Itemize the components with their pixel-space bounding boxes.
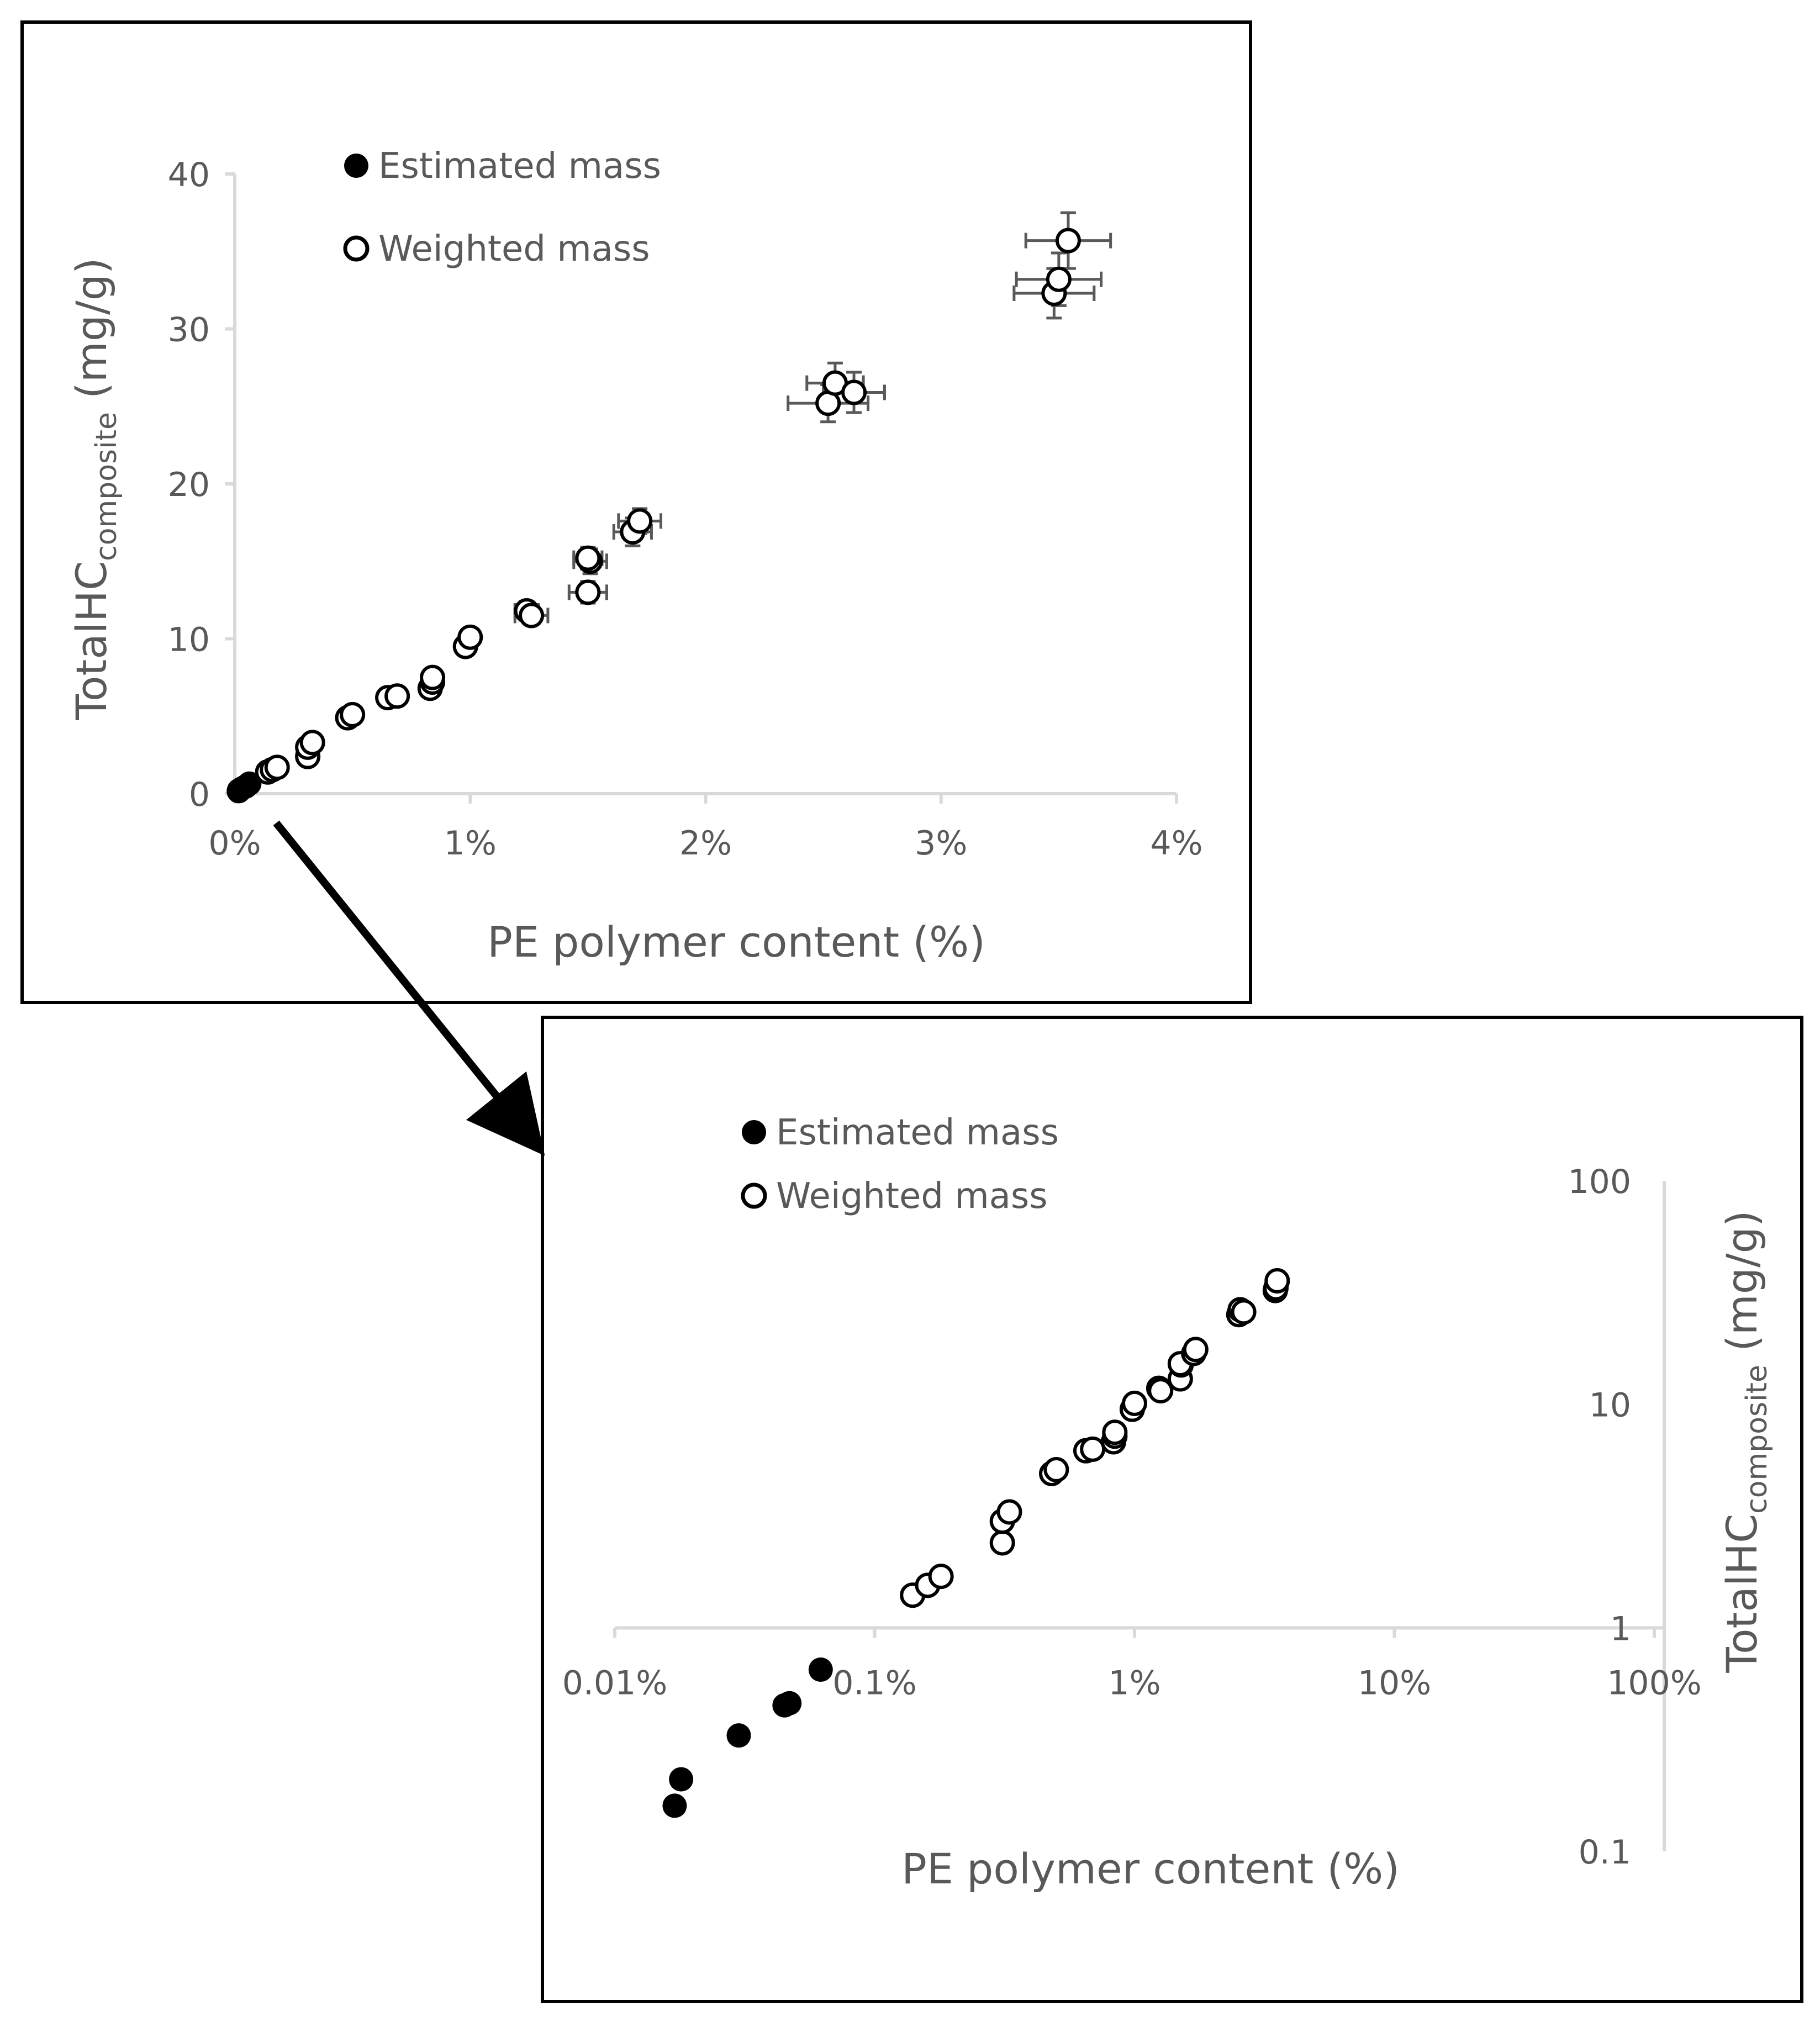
log-data-points (662, 1268, 1290, 1818)
linear-y-axis-label-unit: (mg/g) (67, 257, 116, 412)
linear-y-tick-label: 30 (168, 311, 210, 350)
weighted-mass-point (627, 508, 653, 534)
linear-y-tick-label: 10 (168, 621, 210, 659)
log-y-axis-label-subscript: composite (1740, 1365, 1774, 1514)
log-y-tick-label: 10 (1589, 1386, 1631, 1425)
log-legend-label-estimated-mass: Estimated mass (776, 1112, 1059, 1153)
log-weighted-mass-point (1043, 1457, 1069, 1483)
estimated-mass-point (237, 771, 262, 796)
log-x-tick-label: 100% (1607, 1664, 1702, 1702)
log-estimated-mass-point (662, 1793, 687, 1818)
log-chart-frame (541, 1016, 1803, 2003)
linear-x-tick-label: 2% (679, 824, 732, 863)
log-weighted-mass-point (928, 1564, 954, 1590)
weighted-mass-point (457, 624, 483, 650)
log-y-axis-label-unit: (mg/g) (1717, 1210, 1766, 1365)
log-weighted-mass-point (1183, 1337, 1209, 1363)
log-legend-marker-weighted-mass (741, 1182, 767, 1209)
weighted-mass-point (420, 664, 446, 690)
weighted-mass-point (384, 683, 410, 709)
log-legend: Estimated mass Weighted mass (741, 1112, 1059, 1217)
linear-y-tick-label: 20 (168, 466, 210, 504)
log-x-axis-label: PE polymer content (%) (901, 1844, 1400, 1893)
linear-x-tick-label: 3% (915, 824, 967, 863)
log-weighted-mass-point (996, 1499, 1022, 1525)
log-weighted-mass-point (1102, 1419, 1128, 1445)
linear-tick-labels: 0% 1% 2% 3% 4% 0 10 20 30 40 (168, 156, 1203, 863)
log-weighted-mass-point (1080, 1436, 1106, 1462)
legend-marker-estimated-mass (344, 154, 368, 178)
log-y-axis-label: TotalHCcomposite (mg/g) (1717, 1210, 1774, 1673)
log-estimated-mass-point (726, 1723, 751, 1748)
weighted-mass-point (299, 730, 325, 756)
legend-label-estimated-mass: Estimated mass (378, 146, 661, 187)
log-y-axis-label-main: TotalHC (1717, 1514, 1766, 1673)
log-x-tick-label: 0.1% (832, 1664, 916, 1702)
linear-y-tick-label: 0 (189, 775, 210, 814)
weighted-mass-point (575, 579, 601, 605)
linear-y-axis-label: TotalHCcomposite (mg/g) (67, 257, 123, 720)
log-x-tick-label: 0.01% (562, 1664, 668, 1702)
linear-error-bars (513, 211, 1112, 626)
log-weighted-mass-point (1231, 1299, 1257, 1325)
weighted-mass-point (1055, 228, 1081, 254)
log-legend-marker-estimated-mass (742, 1120, 766, 1144)
linear-x-axis-label: PE polymer content (%) (487, 917, 985, 967)
zoom-arrow (273, 820, 545, 1156)
weighted-mass-point (841, 379, 867, 405)
weighted-mass-point (264, 754, 290, 780)
weighted-mass-point (340, 701, 366, 727)
log-legend-label-weighted-mass: Weighted mass (776, 1176, 1048, 1217)
log-estimated-mass-point (808, 1657, 833, 1682)
linear-x-tick-label: 4% (1150, 824, 1202, 863)
log-y-tick-label: 100 (1568, 1163, 1631, 1201)
log-y-tick-label: 0.1 (1579, 1833, 1631, 1872)
log-estimated-mass-point (777, 1691, 802, 1715)
log-x-tick-label: 1% (1108, 1664, 1160, 1702)
log-weighted-mass-point (989, 1530, 1015, 1556)
log-weighted-mass-point (1148, 1378, 1174, 1404)
linear-chart-frame (20, 20, 1252, 1004)
linear-y-tick-label: 40 (168, 156, 210, 194)
log-weighted-mass-point (1122, 1390, 1147, 1416)
linear-x-tick-label: 0% (208, 824, 261, 863)
log-y-tick-label: 1 (1610, 1609, 1631, 1648)
log-chart-panel: 0.01% 0.1% 1% 10% 100% 0.1 1 10 100 PE polymer c… (541, 1016, 1803, 2003)
legend-label-weighted-mass: Weighted mass (378, 229, 650, 270)
legend-marker-weighted-mass (343, 235, 370, 262)
log-weighted-mass-point (1264, 1268, 1290, 1294)
log-tick-labels: 0.01% 0.1% 1% 10% 100% 0.1 1 10 100 (562, 1163, 1702, 1872)
linear-axes (225, 172, 1178, 804)
log-x-tick-label: 10% (1358, 1664, 1431, 1702)
weighted-mass-point (1046, 266, 1072, 292)
weighted-mass-point (575, 545, 601, 571)
linear-x-tick-label: 1% (444, 824, 497, 863)
linear-data-points (226, 228, 1081, 804)
log-estimated-mass-point (669, 1767, 694, 1792)
log-axes (613, 1181, 1666, 1851)
linear-chart-panel: 0% 1% 2% 3% 4% 0 10 20 30 40 PE polymer content (… (20, 20, 1252, 1004)
linear-legend: Estimated mass Weighted mass (343, 146, 661, 270)
weighted-mass-point (519, 603, 545, 629)
linear-y-axis-label-main: TotalHC (67, 561, 116, 721)
linear-y-axis-label-subscript: composite (90, 412, 123, 561)
